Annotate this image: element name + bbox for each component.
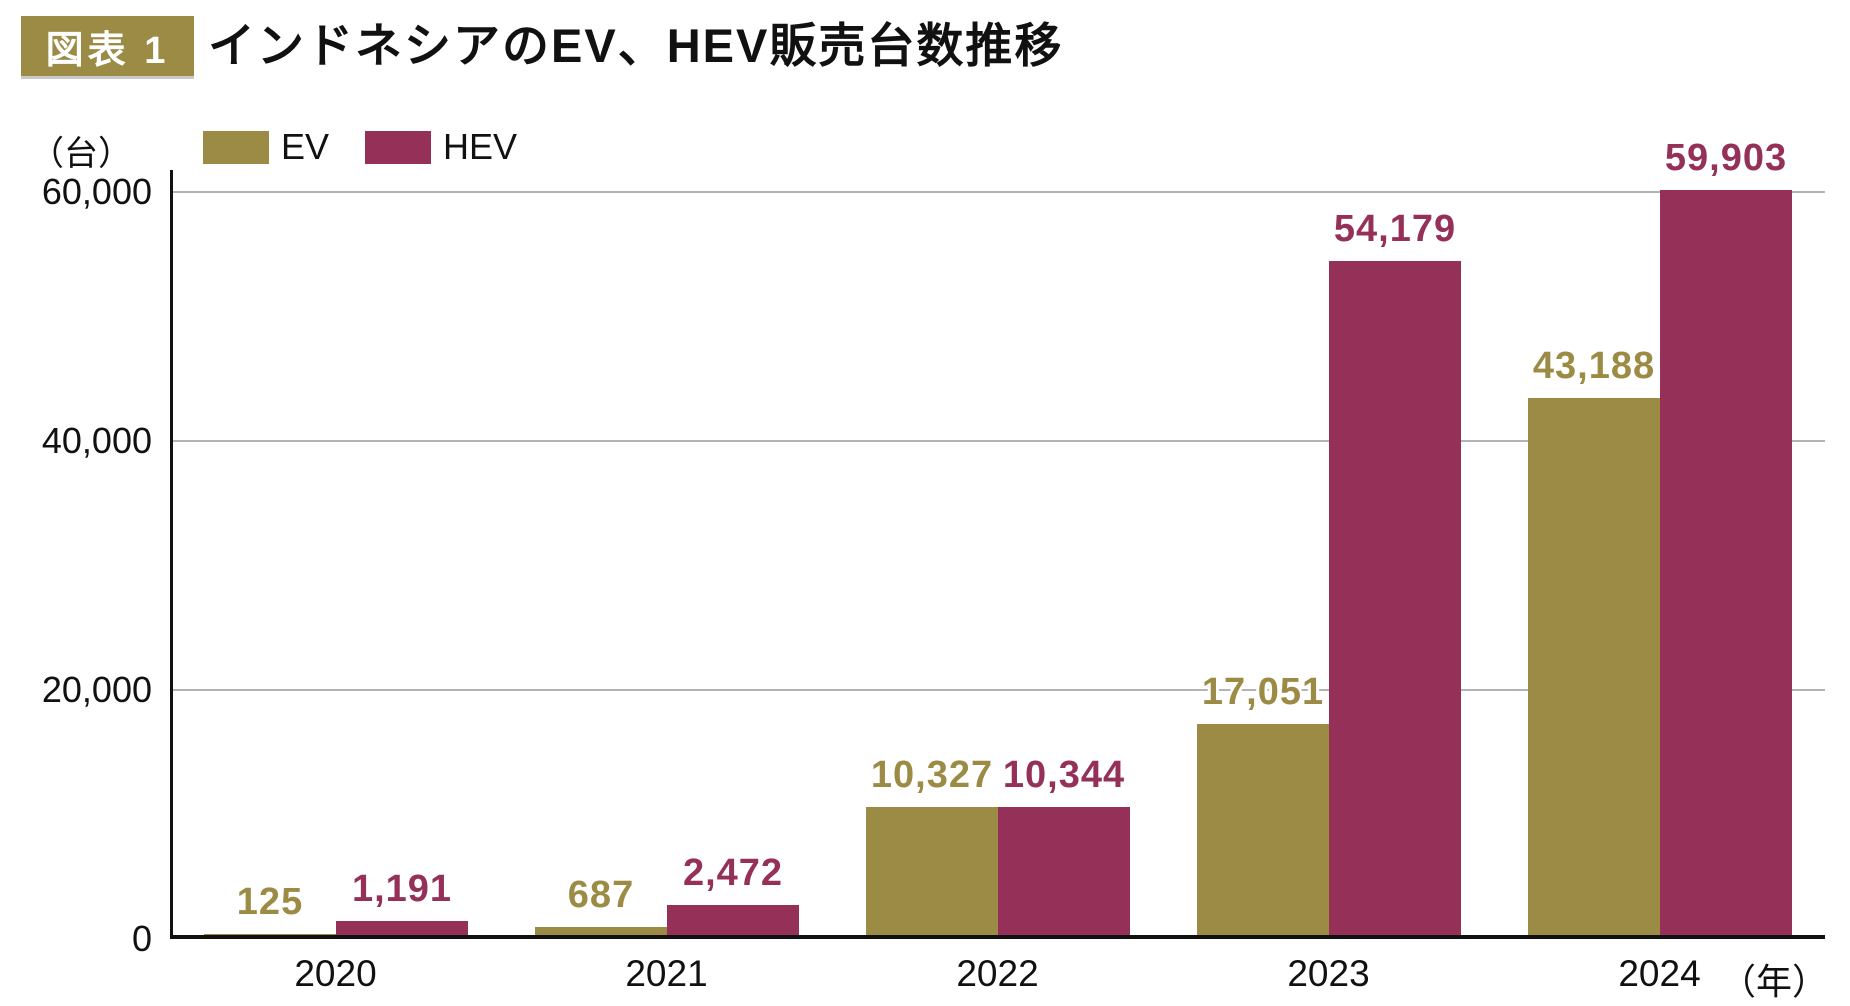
- legend-label-ev: EV: [281, 126, 330, 167]
- y-tick-label-0: 0: [131, 918, 152, 959]
- bar-hev-2021: [667, 905, 799, 939]
- x-tick-label-2022: 2022: [956, 953, 1039, 994]
- x-tick-label-2020: 2020: [294, 953, 377, 994]
- bar-hev-2023: [1329, 261, 1461, 939]
- bar-ev-2024: [1528, 398, 1660, 939]
- value-label-hev-2021: 2,472: [682, 852, 784, 894]
- bar-ev-2022: [866, 807, 998, 939]
- bar-hev-2020: [336, 921, 468, 939]
- x-tick-label-2023: 2023: [1287, 953, 1370, 994]
- legend-label-hev: HEV: [443, 126, 518, 167]
- value-label-hev-2022: 10,344: [1002, 754, 1126, 796]
- x-axis-line: [170, 935, 1825, 939]
- y-tick-label-60000: 60,000: [41, 171, 152, 212]
- x-axis-unit-label: （年）: [1719, 961, 1828, 1002]
- gridline-40000: [170, 440, 1825, 442]
- figure-number-badge: 図表 1: [21, 16, 194, 76]
- bar-hev-2024: [1660, 190, 1792, 939]
- value-label-ev-2023: 17,051: [1201, 671, 1325, 713]
- x-tick-label-2021: 2021: [625, 953, 708, 994]
- value-label-ev-2021: 687: [567, 874, 635, 916]
- value-label-hev-2024: 59,903: [1664, 137, 1788, 179]
- y-axis-unit-label: （台）: [30, 135, 132, 173]
- y-tick-label-20000: 20,000: [41, 669, 152, 710]
- value-label-ev-2020: 125: [236, 881, 304, 923]
- chart-title: インドネシアのEV、HEV販売台数推移: [208, 19, 1064, 72]
- x-tick-label-2024: 2024: [1618, 953, 1701, 994]
- value-label-hev-2023: 54,179: [1333, 208, 1457, 250]
- legend: EV HEV: [203, 126, 553, 168]
- value-label-hev-2020: 1,191: [351, 868, 453, 910]
- bar-ev-2023: [1197, 724, 1329, 939]
- legend-swatch-hev: [365, 130, 432, 164]
- plot-area: 125 1,191 687 2,472 10,327 10,344 17,051 54,179…: [170, 137, 1825, 939]
- gridline-60000: [170, 191, 1825, 193]
- value-label-ev-2022: 10,327: [870, 754, 994, 796]
- bar-hev-2022: [998, 807, 1130, 939]
- gridline-20000: [170, 689, 1825, 691]
- value-label-ev-2024: 43,188: [1532, 345, 1656, 387]
- y-axis-line: [170, 170, 173, 939]
- y-tick-label-40000: 40,000: [41, 420, 152, 461]
- legend-swatch-ev: [203, 130, 269, 164]
